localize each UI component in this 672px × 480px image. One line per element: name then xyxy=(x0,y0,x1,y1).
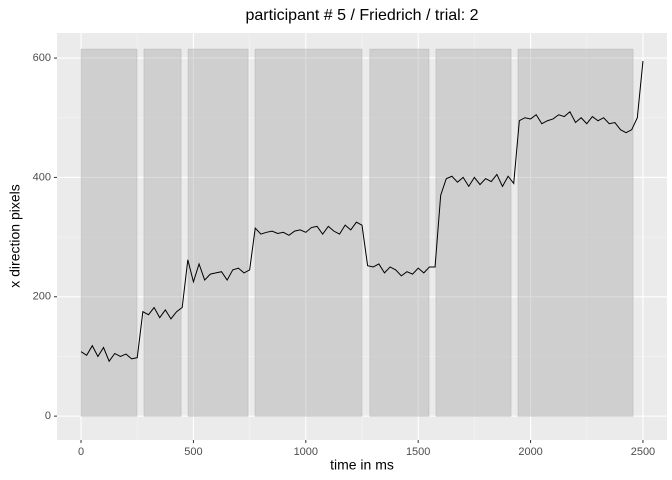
x-tick-label: 500 xyxy=(184,446,202,458)
x-tick-label: 2000 xyxy=(518,446,542,458)
y-tick-label: 600 xyxy=(33,52,51,64)
y-tick-label: 200 xyxy=(33,291,51,303)
data-line xyxy=(80,61,644,363)
y-tick-label: 400 xyxy=(33,171,51,183)
x-tick-label: 2500 xyxy=(631,446,655,458)
x-tick-label: 0 xyxy=(78,446,84,458)
x-tick-label: 1500 xyxy=(406,446,430,458)
shaded-period xyxy=(435,48,512,417)
shaded-period xyxy=(369,48,430,417)
chart-title: participant # 5 / Friedrich / trial: 2 xyxy=(246,7,479,24)
shaded-period xyxy=(254,48,363,417)
x-axis-title: time in ms xyxy=(330,457,394,473)
shaded-period xyxy=(517,48,634,417)
x-tick-label: 1000 xyxy=(294,446,318,458)
shaded-period xyxy=(143,48,182,417)
shaded-period xyxy=(187,48,249,417)
y-axis-title: x direction pixels xyxy=(7,184,23,288)
y-tick-label: 0 xyxy=(45,410,51,422)
